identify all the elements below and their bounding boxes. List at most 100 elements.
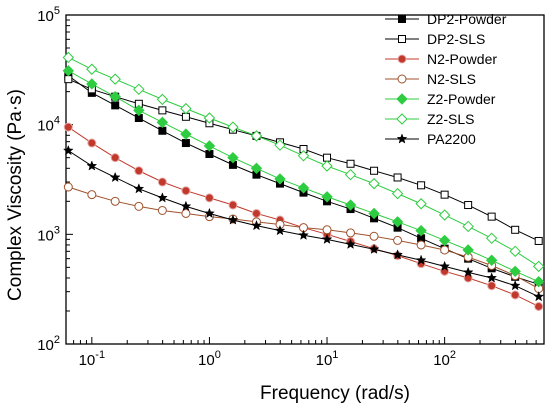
- y-tick-label: 102: [37, 334, 60, 354]
- data-point: [322, 225, 332, 235]
- data-point: [180, 102, 192, 115]
- data-point: [203, 140, 216, 152]
- data-point: [274, 173, 286, 185]
- legend-label: N2-SLS: [427, 71, 476, 87]
- data-point: [180, 200, 192, 211]
- legend-item: PA2200: [385, 131, 476, 147]
- data-point: [63, 122, 73, 132]
- data-point: [532, 275, 545, 288]
- data-point: [133, 83, 145, 96]
- data-point: [62, 144, 74, 156]
- data-point: [415, 254, 427, 265]
- data-point: [62, 65, 75, 77]
- data-point: [417, 181, 426, 190]
- legend-item: Z2-Powder: [385, 91, 496, 107]
- data-point: [510, 290, 520, 300]
- data-point: [203, 207, 215, 219]
- data-point: [133, 183, 145, 194]
- y-axis-title: Complex Viscosity (Pa·s): [5, 89, 26, 301]
- data-point: [158, 106, 167, 115]
- data-point: [393, 235, 403, 245]
- series-n2-sls: [63, 182, 544, 294]
- data-point: [250, 162, 263, 175]
- data-point: [345, 238, 356, 249]
- data-point: [109, 171, 121, 183]
- data-point: [181, 208, 191, 218]
- legend-marker: [396, 113, 408, 125]
- data-point: [462, 244, 474, 256]
- data-point: [228, 200, 238, 210]
- data-point: [511, 225, 520, 234]
- data-point: [532, 260, 545, 273]
- data-point: [87, 190, 97, 200]
- data-point: [227, 214, 239, 225]
- series-z2-sls: [62, 51, 545, 273]
- data-point: [509, 279, 521, 291]
- legend-item: DP2-Powder: [385, 11, 507, 27]
- data-point: [439, 260, 451, 272]
- data-point: [509, 265, 521, 278]
- data-point: [158, 126, 167, 135]
- data-point: [462, 220, 474, 233]
- data-point: [440, 245, 450, 255]
- data-point: [321, 160, 333, 172]
- legend-label: DP2-Powder: [427, 11, 507, 27]
- data-point: [157, 177, 167, 187]
- x-axis-title: Frequency (rad/s): [260, 383, 410, 404]
- data-point: [250, 130, 263, 142]
- data-point: [534, 236, 543, 245]
- data-point: [109, 73, 121, 85]
- data-point: [297, 182, 310, 194]
- data-point: [87, 138, 97, 148]
- series-z2-powder: [62, 65, 545, 288]
- y-tick-label: 103: [37, 224, 60, 244]
- data-point: [86, 78, 98, 90]
- data-point: [227, 121, 239, 133]
- data-point: [415, 198, 427, 210]
- legend-marker: [398, 15, 406, 23]
- legend-item: Z2-SLS: [385, 111, 474, 127]
- data-point: [157, 205, 167, 215]
- data-point: [438, 234, 451, 247]
- data-point: [346, 159, 355, 168]
- x-axis-ticks: 10-1 100 101 102: [73, 337, 545, 369]
- data-point: [274, 139, 286, 151]
- data-point: [274, 224, 286, 236]
- data-point: [462, 266, 474, 277]
- data-point: [485, 232, 498, 245]
- data-point: [346, 228, 356, 238]
- data-point: [181, 139, 190, 148]
- data-point: [134, 201, 144, 211]
- legend-marker: [396, 133, 408, 144]
- legend-label: Z2-SLS: [427, 111, 474, 127]
- data-point: [368, 207, 380, 220]
- data-point: [416, 240, 426, 250]
- data-point: [440, 190, 449, 199]
- legend-label: Z2-Powder: [427, 91, 496, 107]
- data-point: [133, 104, 145, 117]
- data-point: [64, 75, 73, 84]
- data-point: [134, 166, 144, 176]
- data-point: [415, 224, 427, 237]
- data-point: [321, 233, 333, 244]
- data-point: [110, 196, 120, 206]
- data-point: [86, 160, 98, 171]
- plot-frame: [65, 14, 545, 345]
- data-point: [227, 151, 239, 164]
- data-point: [534, 301, 544, 311]
- data-point: [344, 199, 357, 211]
- legend-item: N2-SLS: [385, 71, 476, 87]
- y-tick-label: 104: [37, 115, 60, 135]
- data-point: [368, 177, 380, 190]
- data-point: [180, 128, 192, 140]
- legend-item: DP2-SLS: [385, 31, 485, 47]
- data-point: [203, 112, 216, 124]
- data-point: [486, 272, 498, 283]
- data-point: [509, 245, 521, 258]
- x-tick-label: 101: [316, 349, 339, 369]
- data-point: [533, 290, 545, 302]
- x-tick-label: 100: [198, 349, 221, 369]
- plot-border: [65, 14, 545, 345]
- data-point: [109, 90, 121, 103]
